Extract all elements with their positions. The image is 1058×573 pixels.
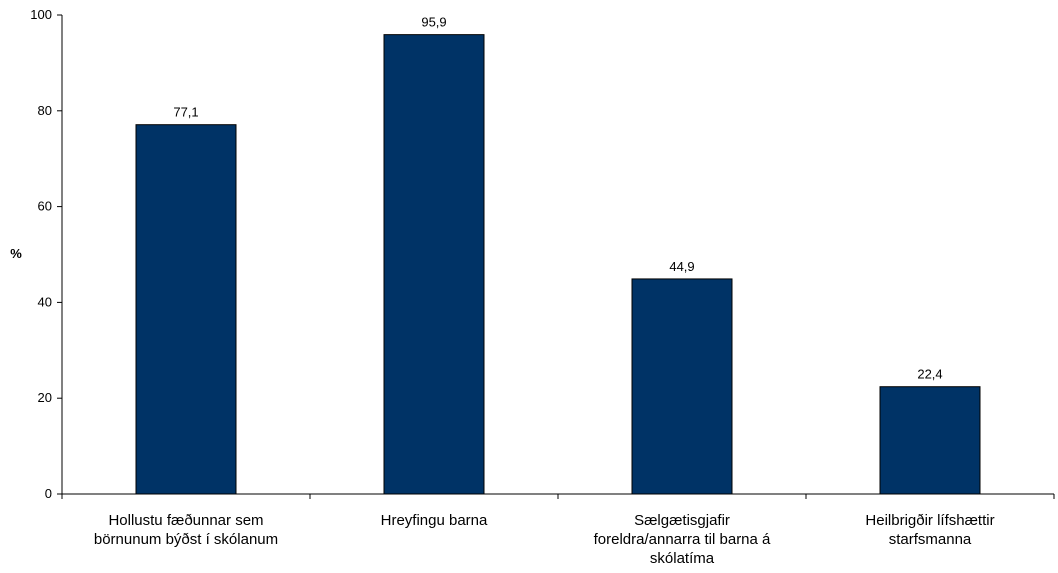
y-tick-label: 20 bbox=[38, 390, 52, 405]
data-label: 95,9 bbox=[421, 15, 446, 30]
x-tick-label: Hollustu fæðunnar sem börnunum býðst í sk… bbox=[94, 512, 278, 548]
data-label: 44,9 bbox=[669, 259, 694, 274]
y-tick-label: 40 bbox=[38, 294, 52, 309]
x-tick-label: Heilbrigðir lífshættir starfsmanna bbox=[865, 512, 994, 548]
category-labels: Hollustu fæðunnar sem börnunum býðst í sk… bbox=[94, 512, 995, 567]
x-tick-label: Hreyfingu barna bbox=[381, 512, 488, 529]
y-tick-label: 80 bbox=[38, 103, 52, 118]
bar bbox=[631, 278, 733, 495]
y-tick-label: 60 bbox=[38, 199, 52, 214]
bar bbox=[383, 34, 485, 495]
x-axis bbox=[61, 493, 1055, 499]
y-axis: 0 20 40 60 80 100 bbox=[30, 7, 63, 501]
bars bbox=[135, 34, 981, 495]
data-label: 77,1 bbox=[173, 105, 198, 120]
y-axis-label: % bbox=[10, 246, 22, 261]
bar bbox=[135, 124, 237, 495]
data-label: 22,4 bbox=[917, 367, 942, 382]
data-labels: 77,1 95,9 44,9 22,4 bbox=[173, 15, 942, 382]
y-tick-label: 100 bbox=[30, 7, 52, 22]
y-tick-label: 0 bbox=[45, 486, 52, 501]
x-tick-label: Sælgætisgjafir foreldra/annarra til barna… bbox=[594, 512, 771, 567]
bar bbox=[879, 386, 981, 495]
